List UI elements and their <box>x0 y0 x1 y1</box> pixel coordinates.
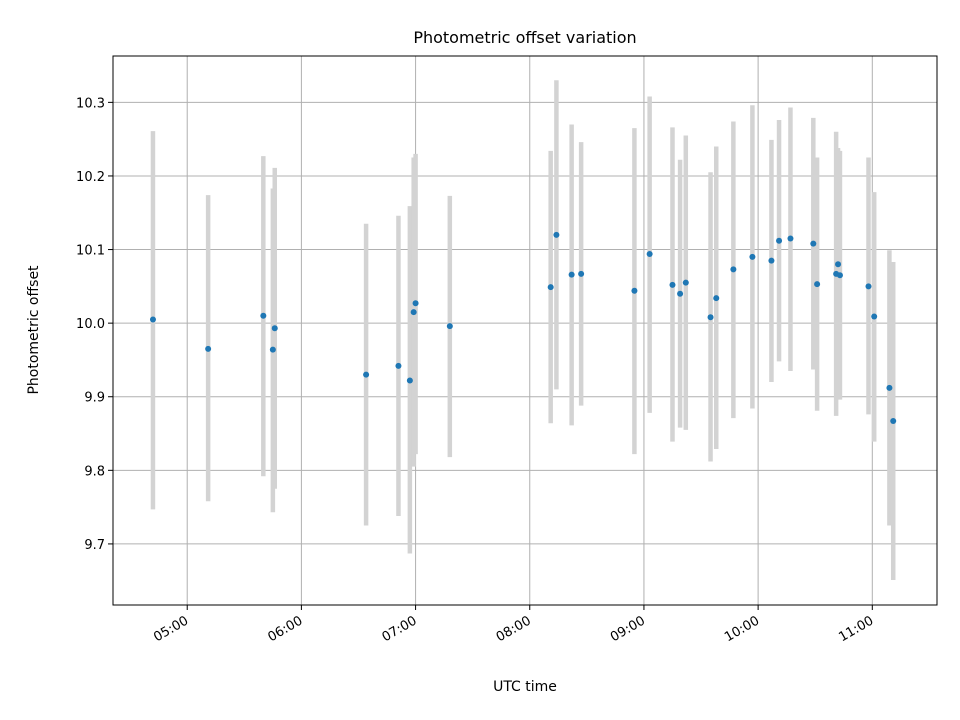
data-point <box>707 314 714 321</box>
y-tick-label: 9.8 <box>84 464 105 479</box>
data-point <box>682 279 689 286</box>
y-axis-label: Photometric offset <box>26 265 42 395</box>
data-point <box>568 271 575 278</box>
data-point <box>886 384 893 391</box>
data-point <box>865 283 872 290</box>
data-point <box>836 272 843 279</box>
y-tick-label: 10.3 <box>76 96 105 111</box>
data-point <box>260 312 267 319</box>
data-point <box>787 235 794 242</box>
data-point <box>363 371 370 378</box>
data-point <box>749 253 756 260</box>
data-point <box>395 362 402 369</box>
data-point <box>730 266 737 273</box>
y-tick-label: 9.7 <box>84 538 105 553</box>
y-tick-label: 9.9 <box>84 391 105 406</box>
data-point <box>677 290 684 297</box>
data-point <box>768 257 775 264</box>
data-points <box>149 231 897 425</box>
x-axis-label: UTC time <box>493 679 557 695</box>
y-tick-label: 10.1 <box>76 244 105 259</box>
data-point <box>446 323 453 330</box>
y-tick-label: 10.0 <box>76 317 105 332</box>
data-point <box>547 284 554 291</box>
data-point <box>776 237 783 244</box>
y-tick-label: 10.2 <box>76 170 105 185</box>
data-point <box>631 287 638 294</box>
data-point <box>871 313 878 320</box>
data-point <box>553 231 560 238</box>
data-point <box>269 346 276 353</box>
data-point <box>814 281 821 288</box>
data-point <box>810 240 817 247</box>
data-point <box>406 377 413 384</box>
data-point <box>412 300 419 307</box>
data-point <box>835 261 842 268</box>
data-point <box>271 325 278 332</box>
y-axis-ticks: 9.7 9.8 9.9 10.0 10.1 10.2 10.3 <box>76 96 113 553</box>
data-point <box>646 250 653 257</box>
plot-frame <box>112 55 938 606</box>
chart-title: Photometric offset variation <box>413 28 636 47</box>
data-point <box>669 281 676 288</box>
data-point <box>578 270 585 277</box>
data-point <box>713 295 720 302</box>
data-point <box>149 316 156 323</box>
data-point <box>410 309 417 316</box>
data-point <box>205 345 212 352</box>
data-point <box>890 418 897 425</box>
